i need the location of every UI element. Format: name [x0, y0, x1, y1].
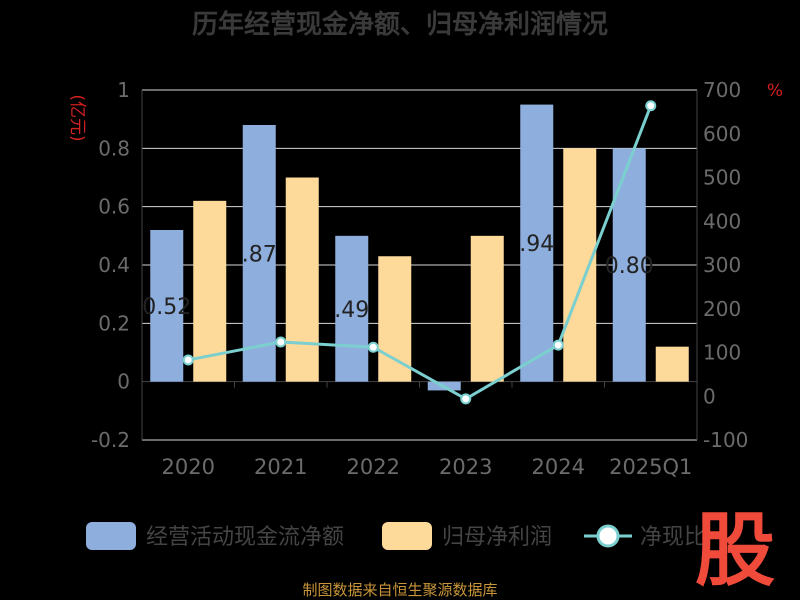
bar-data-label: 0.80 — [605, 254, 654, 279]
left-tick-label: 0.6 — [98, 195, 130, 219]
right-tick-label: -100 — [703, 428, 748, 452]
legend-label-ratio[interactable]: 净现比 — [640, 525, 706, 550]
ratio-point — [645, 100, 657, 112]
ratio-point — [182, 354, 194, 366]
legend-swatch-cashflow[interactable] — [86, 522, 136, 550]
bar-data-label: .87 — [242, 242, 277, 267]
source-note: 制图数据来自恒生聚源数据库 — [302, 581, 497, 599]
bar-net-profit — [285, 177, 319, 382]
ratio-point — [275, 336, 287, 348]
right-tick-label: 500 — [703, 166, 741, 190]
category-label: 2022 — [347, 455, 400, 479]
bars — [150, 104, 689, 391]
category-label: 2025Q1 — [609, 455, 692, 479]
left-tick-label: -0.2 — [91, 428, 130, 452]
right-tick-label: 700 — [703, 78, 741, 102]
data-labels: 0.52 .87 .49 .94 0.80 — [142, 232, 653, 323]
bar-data-label: .49 — [334, 298, 369, 323]
bar-net-profit — [563, 148, 597, 382]
ratio-line-path — [187, 105, 653, 401]
legend-label-cashflow[interactable]: 经营活动现金流净额 — [146, 525, 344, 550]
legend-swatch-profit[interactable] — [382, 522, 432, 550]
bar-operating-cashflow — [335, 235, 369, 382]
bar-net-profit — [470, 235, 504, 382]
ratio-point — [460, 393, 472, 405]
bar-data-label: .94 — [519, 232, 554, 257]
left-tick-label: 0.2 — [98, 311, 130, 335]
category-label: 2021 — [254, 455, 307, 479]
legend-marker-ratio[interactable] — [596, 524, 620, 548]
axes: -0.2 0 0.2 0.4 0.6 0.8 1 -100 0 100 200 300 400 500 60… — [67, 78, 783, 479]
ratio-line — [182, 100, 657, 405]
bar-operating-cashflow — [520, 104, 554, 382]
brand-logo: 股 — [695, 504, 775, 597]
left-tick-label: 1 — [117, 78, 130, 102]
bar-data-label: 0.52 — [142, 295, 191, 320]
right-tick-label: 200 — [703, 297, 741, 321]
right-tick-label: 0 — [703, 384, 716, 408]
bar-operating-cashflow — [242, 125, 276, 382]
legend-label-profit[interactable]: 归母净利润 — [442, 525, 552, 550]
ratio-point — [552, 339, 564, 351]
bar-net-profit — [193, 200, 227, 382]
category-label: 2024 — [532, 455, 585, 479]
right-tick-label: 300 — [703, 253, 741, 277]
right-tick-label: 600 — [703, 122, 741, 146]
right-axis-unit: % — [767, 81, 783, 101]
right-tick-label: 100 — [703, 341, 741, 365]
legend[interactable]: 经营活动现金流净额 归母净利润 净现比 — [86, 522, 706, 550]
left-axis-unit: (亿元) — [67, 94, 87, 141]
bar-net-profit — [378, 256, 412, 382]
ratio-point — [367, 341, 379, 353]
bar-operating-cashflow — [150, 230, 184, 382]
bar-net-profit — [655, 346, 689, 382]
left-tick-label: 0 — [117, 370, 130, 394]
chart-title: 历年经营现金净额、归母净利润情况 — [192, 9, 608, 40]
right-tick-label: 400 — [703, 209, 741, 233]
left-tick-label: 0.8 — [98, 136, 130, 160]
left-tick-label: 0.4 — [98, 253, 130, 277]
category-label: 2020 — [162, 455, 215, 479]
category-label: 2023 — [439, 455, 492, 479]
